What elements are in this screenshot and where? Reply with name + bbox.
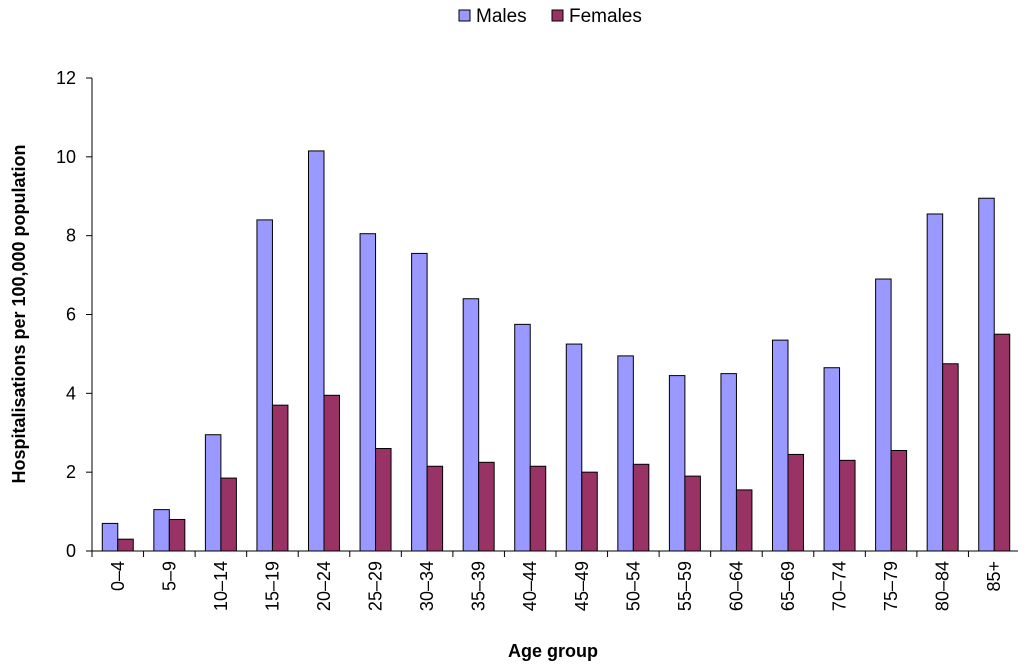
bar-males-12 xyxy=(720,373,737,552)
bar-females-16 xyxy=(942,363,959,552)
bar-males-17 xyxy=(978,197,995,552)
legend-swatch-males xyxy=(458,9,471,22)
y-tick-label: 12 xyxy=(56,68,76,88)
bar-males-4 xyxy=(308,150,325,552)
bar-females-6 xyxy=(426,465,444,552)
x-tick-label: 5–9 xyxy=(159,561,179,591)
bar-females-4 xyxy=(323,394,340,552)
x-tick-label: 10–14 xyxy=(211,561,231,611)
x-tick-label: 60–64 xyxy=(726,561,746,611)
x-tick-label: 25–29 xyxy=(366,561,386,611)
y-tick-label: 2 xyxy=(66,462,76,482)
bar-females-0 xyxy=(117,538,134,552)
x-tick-label: 65–69 xyxy=(778,561,798,611)
y-tick-label: 6 xyxy=(66,305,76,325)
x-tick-label: 55–59 xyxy=(675,561,695,611)
bar-females-13 xyxy=(787,453,804,552)
bar-females-11 xyxy=(684,475,701,552)
y-ticks: 0 2 4 6 8 10 12 xyxy=(56,68,92,561)
bar-females-17 xyxy=(993,333,1011,552)
bar-males-7 xyxy=(462,298,480,552)
x-tick-label: 80–84 xyxy=(933,561,953,611)
bar-males-3 xyxy=(256,219,273,552)
y-tick-label: 4 xyxy=(66,383,76,403)
bar-females-1 xyxy=(168,518,186,552)
bar-males-16 xyxy=(926,213,944,552)
bar-males-9 xyxy=(565,343,583,552)
bar-males-15 xyxy=(875,278,892,552)
x-tick-label: 70–74 xyxy=(830,561,850,611)
bar-females-8 xyxy=(529,465,547,552)
legend-swatch-females xyxy=(551,9,564,22)
bar-males-1 xyxy=(153,509,170,552)
legend-label-females: Females xyxy=(569,6,642,27)
y-tick-label: 10 xyxy=(56,147,76,167)
x-tick-label: 30–34 xyxy=(417,561,437,611)
bar-males-5 xyxy=(359,233,377,552)
bar-males-14 xyxy=(823,367,841,552)
legend: Males Females xyxy=(458,6,642,27)
y-tick-label: 8 xyxy=(66,226,76,246)
bar-females-10 xyxy=(632,463,650,552)
bar-males-2 xyxy=(204,434,222,552)
bar-males-10 xyxy=(617,355,634,552)
x-tick-label: 20–24 xyxy=(314,561,334,611)
x-tick-label: 50–54 xyxy=(623,561,643,611)
bar-males-0 xyxy=(101,522,119,552)
bar-males-6 xyxy=(411,252,428,552)
bar-females-3 xyxy=(271,404,289,552)
bar-females-14 xyxy=(839,459,856,552)
x-tick-label: 75–79 xyxy=(881,561,901,611)
bar-females-7 xyxy=(478,461,495,552)
x-tick-label: 85+ xyxy=(984,561,1004,592)
x-tick-label: 15–19 xyxy=(262,561,282,611)
x-axis-title: Age group xyxy=(508,641,598,661)
bar-males-8 xyxy=(514,323,531,552)
bar-males-11 xyxy=(668,375,686,552)
x-ticks: 0–4 5–9 10–14 15–19 20–24 25–29 30–34 35–39 40–4… xyxy=(91,551,1004,611)
bar-females-5 xyxy=(375,448,392,552)
x-tick-label: 40–44 xyxy=(520,561,540,611)
bar-females-12 xyxy=(735,489,753,552)
bar-females-9 xyxy=(581,471,598,552)
x-tick-label: 35–39 xyxy=(469,561,489,611)
y-axis-title: Hospitalisations per 100,000 population xyxy=(9,144,29,483)
bar-females-15 xyxy=(890,449,908,552)
bar-females-2 xyxy=(220,477,237,552)
legend-label-males: Males xyxy=(476,6,527,27)
bars xyxy=(101,150,1011,552)
bar-males-13 xyxy=(772,339,789,552)
y-tick-label: 0 xyxy=(66,541,76,561)
x-tick-label: 45–49 xyxy=(572,561,592,611)
x-tick-label: 0–4 xyxy=(108,561,128,591)
